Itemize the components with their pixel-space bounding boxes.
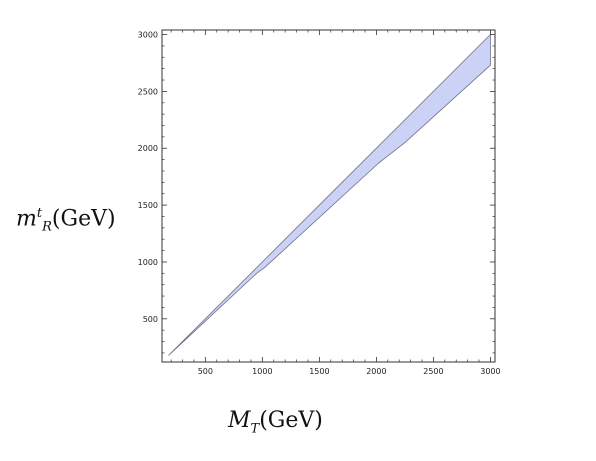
allowed-region-0 — [168, 34, 491, 356]
x-tick-label: 3000 — [480, 367, 500, 376]
y-tick-label: 2500 — [138, 87, 158, 96]
x-tick-label: 1000 — [252, 367, 272, 376]
x-axis-title: MT(GeV) — [228, 408, 323, 437]
y-axis-title: mtR(GeV) — [16, 206, 116, 235]
y-tick-label: 500 — [143, 315, 158, 324]
x-tick-label: 2500 — [423, 367, 443, 376]
x-tick-label: 1500 — [309, 367, 329, 376]
y-tick-label: 3000 — [138, 31, 158, 40]
x-tick-label: 2000 — [366, 367, 386, 376]
y-tick-label: 2000 — [138, 144, 158, 153]
plot-frame — [161, 29, 496, 363]
y-tick-label: 1500 — [138, 201, 158, 210]
y-tick-label: 1000 — [138, 258, 158, 267]
x-tick-label: 500 — [198, 367, 213, 376]
